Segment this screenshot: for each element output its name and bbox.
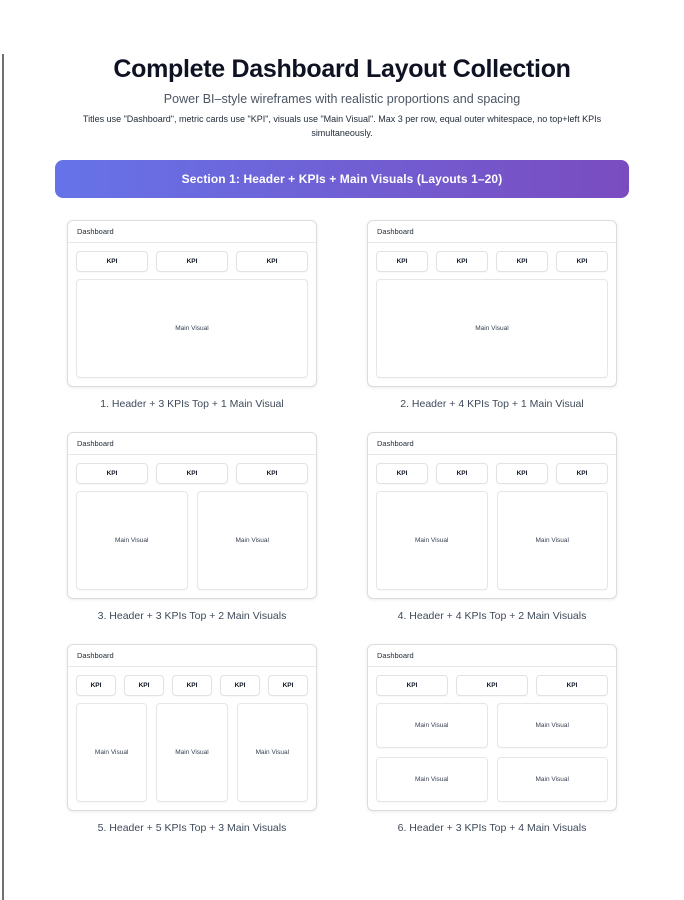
page-container: Complete Dashboard Layout Collection Pow… [55,54,629,834]
main-visual-box: Main Visual [156,703,228,802]
kpi-box: KPI [376,675,448,696]
main-visual-box: Main Visual [496,757,608,802]
kpi-box: KPI [236,463,308,484]
visuals-area: Main Visual Main Visual [76,491,308,590]
visuals-area: Main Visual [376,279,608,378]
main-visual-box: Main Visual [76,703,148,802]
layout-example-2: Dashboard KPI KPI KPI KPI Main Visual 2. He… [367,220,617,410]
layout-caption: 3. Header + 3 KPIs Top + 2 Main Visuals [97,610,287,622]
layout-caption: 5. Header + 5 KPIs Top + 3 Main Visuals [97,822,287,834]
wireframe-dashboard-title: Dashboard [368,221,616,243]
kpi-row: KPI KPI KPI [376,675,608,696]
visuals-area: Main Visual [76,279,308,378]
kpi-box: KPI [536,675,608,696]
wireframe-body: KPI KPI KPI Main Visual Main Visual Main Vis… [368,667,616,810]
main-visual-box: Main Visual [496,703,608,748]
kpi-box: KPI [376,463,428,484]
wireframe-card: Dashboard KPI KPI KPI Main Visual [67,220,317,387]
wireframe-card: Dashboard KPI KPI KPI KPI Main Visual Main V… [367,432,617,599]
layout-caption: 6. Header + 3 KPIs Top + 4 Main Visuals [397,822,587,834]
main-visual-box: Main Visual [496,491,608,590]
layout-caption: 2. Header + 4 KPIs Top + 1 Main Visual [400,398,584,410]
main-visual-box: Main Visual [76,491,188,590]
wireframe-dashboard-title: Dashboard [368,645,616,667]
kpi-box: KPI [496,463,548,484]
kpi-row: KPI KPI KPI KPI KPI [76,675,308,696]
wireframe-body: KPI KPI KPI KPI KPI Main Visual Main Visual Ma… [68,667,316,810]
main-visual-box: Main Visual [376,491,488,590]
kpi-box: KPI [556,463,608,484]
layout-grid: Dashboard KPI KPI KPI Main Visual 1. Heade… [55,220,629,834]
kpi-box: KPI [76,675,116,696]
wireframe-card: Dashboard KPI KPI KPI Main Visual Main Visu… [67,432,317,599]
wireframe-dashboard-title: Dashboard [68,433,316,455]
kpi-box: KPI [436,463,488,484]
main-visual-box: Main Visual [376,757,488,802]
wireframe-body: KPI KPI KPI Main Visual Main Visual [68,455,316,598]
kpi-row: KPI KPI KPI KPI [376,251,608,272]
wireframe-body: KPI KPI KPI Main Visual [68,243,316,386]
kpi-box: KPI [268,675,308,696]
wireframe-card: Dashboard KPI KPI KPI KPI KPI Main Visual Mai… [67,644,317,811]
wireframe-body: KPI KPI KPI KPI Main Visual Main Visual [368,455,616,598]
kpi-box: KPI [76,463,148,484]
kpi-box: KPI [236,251,308,272]
kpi-box: KPI [156,463,228,484]
visuals-area: Main Visual Main Visual Main Visual [76,703,308,802]
main-visual-box: Main Visual [196,491,308,590]
kpi-box: KPI [156,251,228,272]
kpi-box: KPI [220,675,260,696]
kpi-box: KPI [556,251,608,272]
main-visual-box: Main Visual [76,279,308,378]
wireframe-dashboard-title: Dashboard [368,433,616,455]
page-description: Titles use "Dashboard", metric cards use… [82,114,602,138]
layout-example-3: Dashboard KPI KPI KPI Main Visual Main Visu… [67,432,317,622]
layout-caption: 4. Header + 4 KPIs Top + 2 Main Visuals [397,610,587,622]
wireframe-dashboard-title: Dashboard [68,221,316,243]
main-visual-box: Main Visual [376,279,608,378]
layout-example-5: Dashboard KPI KPI KPI KPI KPI Main Visual Mai… [67,644,317,834]
page-title: Complete Dashboard Layout Collection [113,55,571,83]
kpi-box: KPI [436,251,488,272]
kpi-box: KPI [172,675,212,696]
main-visual-box: Main Visual [236,703,308,802]
wireframe-card: Dashboard KPI KPI KPI KPI Main Visual [367,220,617,387]
main-visual-box: Main Visual [376,703,488,748]
wireframe-card: Dashboard KPI KPI KPI Main Visual Main Visu… [367,644,617,811]
layout-example-6: Dashboard KPI KPI KPI Main Visual Main Visu… [367,644,617,834]
layout-example-4: Dashboard KPI KPI KPI KPI Main Visual Main V… [367,432,617,622]
wireframe-body: KPI KPI KPI KPI Main Visual [368,243,616,386]
kpi-row: KPI KPI KPI KPI [376,463,608,484]
kpi-box: KPI [124,675,164,696]
wireframe-dashboard-title: Dashboard [68,645,316,667]
section-banner-label: Section 1: Header + KPIs + Main Visuals … [181,172,503,186]
kpi-row: KPI KPI KPI [76,251,308,272]
visuals-area: Main Visual Main Visual Main Visual Main Vi… [376,703,608,802]
kpi-box: KPI [76,251,148,272]
kpi-box: KPI [496,251,548,272]
layout-caption: 1. Header + 3 KPIs Top + 1 Main Visual [100,398,284,410]
kpi-box: KPI [456,675,528,696]
section-banner: Section 1: Header + KPIs + Main Visuals … [55,160,629,198]
kpi-row: KPI KPI KPI [76,463,308,484]
kpi-box: KPI [376,251,428,272]
visuals-area: Main Visual Main Visual [376,491,608,590]
page-left-edge-line [2,54,4,900]
page-subtitle: Power BI–style wireframes with realistic… [163,92,521,106]
layout-example-1: Dashboard KPI KPI KPI Main Visual 1. Heade… [67,220,317,410]
